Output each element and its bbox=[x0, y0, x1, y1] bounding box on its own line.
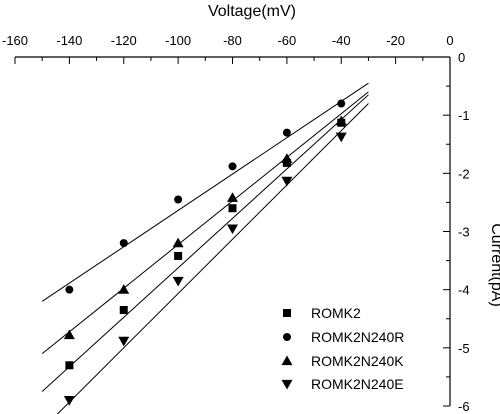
data-point bbox=[281, 153, 293, 163]
y-tick-label: -5 bbox=[458, 341, 470, 356]
data-point bbox=[172, 276, 184, 287]
data-point bbox=[335, 132, 347, 143]
legend-marker bbox=[281, 379, 293, 390]
fit-line bbox=[41, 82, 369, 302]
y-tick-label: -3 bbox=[458, 225, 470, 240]
y-tick-label: -2 bbox=[458, 166, 470, 181]
data-point bbox=[282, 128, 291, 137]
fit-line bbox=[56, 103, 369, 414]
x-axis-title: Voltage(mV) bbox=[208, 3, 296, 20]
data-point bbox=[118, 336, 130, 347]
y-tick-label: -4 bbox=[458, 283, 470, 298]
y-tick-label: 0 bbox=[458, 50, 465, 65]
data-point bbox=[63, 329, 75, 340]
x-tick-label: -120 bbox=[111, 33, 137, 48]
y-tick-label: -1 bbox=[458, 108, 470, 123]
data-point bbox=[65, 285, 74, 294]
x-tick-label: -160 bbox=[2, 33, 28, 48]
y-axis: 0 -1 -2 -3 -4 -5 -6 bbox=[443, 50, 470, 414]
legend-label: ROMK2N240E bbox=[311, 376, 404, 392]
data-point bbox=[337, 99, 346, 108]
data-point bbox=[281, 176, 293, 187]
legend-label: ROMK2N240R bbox=[311, 329, 404, 345]
data-point bbox=[174, 251, 183, 260]
data-point bbox=[118, 284, 130, 294]
legend-label: ROMK2N240K bbox=[311, 353, 404, 369]
data-point bbox=[227, 192, 238, 202]
fit-line bbox=[41, 94, 369, 392]
data-point bbox=[335, 115, 347, 126]
x-tick-label: -100 bbox=[165, 33, 191, 48]
data-point bbox=[172, 237, 184, 248]
data-point bbox=[119, 306, 128, 315]
legend: ROMK2 ROMK2N240R ROMK2N240K ROMK2N240E bbox=[281, 305, 404, 392]
y-tick-label: -6 bbox=[458, 399, 470, 414]
x-tick-label: -60 bbox=[277, 33, 296, 48]
data-point bbox=[119, 239, 128, 248]
legend-marker bbox=[283, 333, 291, 341]
x-tick-label: -20 bbox=[386, 33, 405, 48]
data-point bbox=[228, 204, 237, 213]
x-tick-label: -40 bbox=[332, 33, 351, 48]
legend-marker bbox=[283, 309, 291, 317]
x-tick-label: -80 bbox=[223, 33, 242, 48]
legend-label: ROMK2 bbox=[311, 305, 361, 321]
data-point bbox=[228, 162, 237, 171]
fit-line bbox=[41, 91, 369, 355]
x-axis: -160 -140 -120 -100 -80 -60 -40 -20 0 bbox=[2, 33, 454, 64]
x-tick-label: -140 bbox=[56, 33, 82, 48]
data-point bbox=[63, 396, 75, 406]
data-point bbox=[65, 361, 74, 370]
data-markers bbox=[63, 99, 347, 406]
legend-marker bbox=[281, 355, 293, 366]
y-axis-title: Current(pA) bbox=[488, 223, 500, 307]
data-point bbox=[174, 195, 183, 204]
data-point bbox=[227, 224, 238, 235]
fit-lines bbox=[41, 82, 369, 414]
x-tick-label: 0 bbox=[446, 33, 453, 48]
